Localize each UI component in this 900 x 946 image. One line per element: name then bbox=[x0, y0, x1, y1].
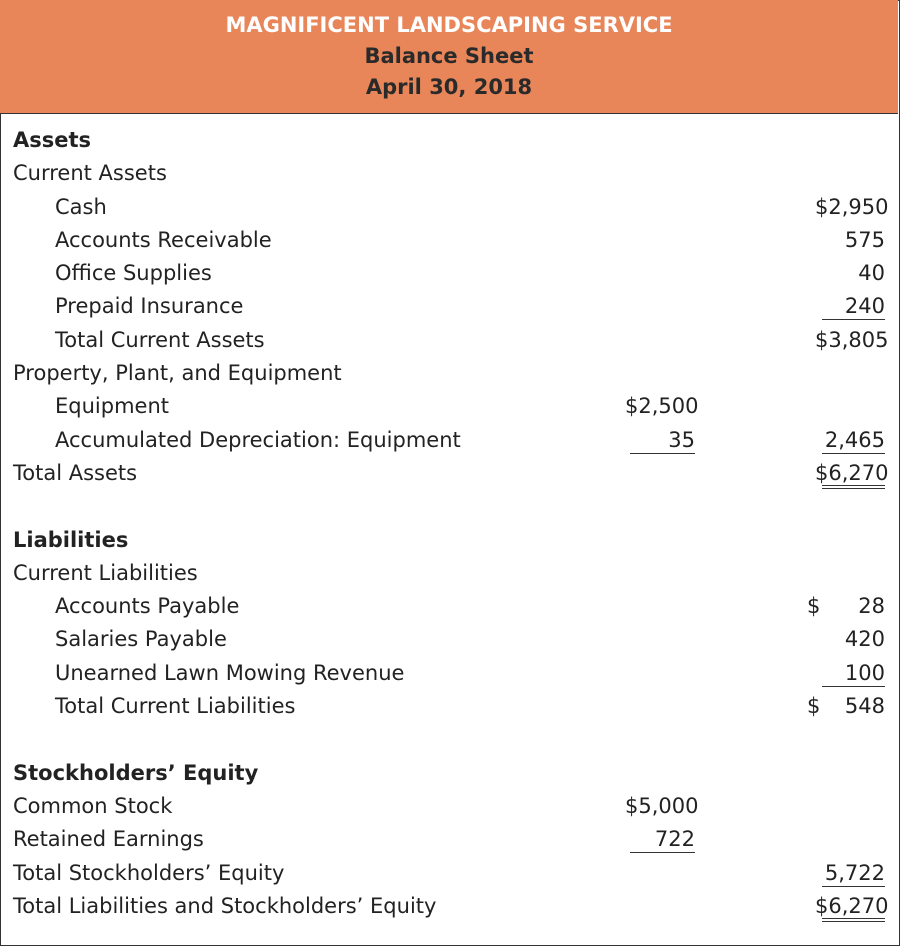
statement-body: Assets Current Assets Cash $2,950 Accounts R… bbox=[0, 124, 898, 923]
amount-column-2: 575 bbox=[844, 227, 885, 252]
dollar-sign: $ bbox=[807, 594, 821, 619]
line-item-row: Retained Earnings 722 bbox=[0, 823, 898, 856]
line-item-label: Property, Plant, and Equipment bbox=[13, 361, 342, 386]
company-name: MAGNIFICENT LANDSCAPING SERVICE bbox=[225, 13, 673, 37]
section-heading-row: Liabilities bbox=[0, 524, 898, 557]
amount-column-1: 722 bbox=[654, 827, 695, 852]
line-item-row: Accounts Payable $28 bbox=[0, 590, 898, 623]
line-item-row: Current Assets bbox=[0, 157, 898, 190]
line-item-label: Assets bbox=[13, 128, 92, 152]
line-item-label: Cash bbox=[55, 194, 107, 219]
line-item-row: Unearned Lawn Mowing Revenue 100 bbox=[0, 657, 898, 690]
line-item-label: Accounts Receivable bbox=[55, 227, 272, 252]
amount-column-2: 548 bbox=[844, 694, 885, 719]
underline bbox=[822, 885, 885, 887]
underline bbox=[630, 452, 695, 454]
line-item-row: Total Assets $6,270 bbox=[0, 457, 898, 490]
amount-column-2: $2,950 bbox=[815, 194, 889, 219]
amount-column-2: 100 bbox=[844, 660, 885, 685]
line-item-row bbox=[0, 723, 898, 756]
double-underline bbox=[822, 917, 885, 922]
line-item-row: Total Stockholders’ Equity 5,722 bbox=[0, 857, 898, 890]
amount-column-1: 35 bbox=[668, 427, 695, 452]
line-item-row: Cash $2,950 bbox=[0, 191, 898, 224]
double-underline bbox=[822, 484, 885, 489]
underline bbox=[822, 319, 885, 321]
line-item-label: Equipment bbox=[55, 394, 169, 419]
line-item-label: Office Supplies bbox=[55, 261, 212, 286]
line-item-row: Equipment $2,500 bbox=[0, 390, 898, 423]
amount-column-2: $3,805 bbox=[815, 327, 889, 352]
amount-column-2: 240 bbox=[844, 294, 885, 319]
underline bbox=[822, 452, 885, 454]
amount-column-2: 40 bbox=[858, 261, 885, 286]
section-heading-row: Assets bbox=[0, 124, 898, 157]
line-item-row: Current Liabilities bbox=[0, 557, 898, 590]
underline bbox=[630, 852, 695, 854]
line-item-label: Stockholders’ Equity bbox=[13, 760, 259, 785]
line-item-label: Total Assets bbox=[13, 460, 138, 485]
amount-column-2: $6,270 bbox=[815, 460, 889, 485]
line-item-row: Prepaid Insurance 240 bbox=[0, 290, 898, 323]
line-item-row: Total Current Assets $3,805 bbox=[0, 324, 898, 357]
amount-column-2: $6,270 bbox=[815, 893, 889, 918]
line-item-label: Total Stockholders’ Equity bbox=[13, 860, 285, 885]
line-item-row: Salaries Payable 420 bbox=[0, 623, 898, 656]
line-item-label: Current Assets bbox=[13, 161, 167, 186]
line-item-label: Liabilities bbox=[13, 527, 129, 552]
underline bbox=[822, 685, 885, 687]
line-item-label: Salaries Payable bbox=[55, 627, 227, 652]
line-item-row bbox=[0, 490, 898, 523]
line-item-label: Retained Earnings bbox=[13, 827, 204, 852]
line-item-label: Accumulated Depreciation: Equipment bbox=[55, 427, 461, 452]
statement-date: April 30, 2018 bbox=[365, 75, 533, 99]
line-item-label: Prepaid Insurance bbox=[55, 294, 244, 319]
amount-column-2: 2,465 bbox=[824, 427, 885, 452]
amount-column-2: 28 bbox=[858, 594, 885, 619]
line-item-label: Accounts Payable bbox=[55, 594, 240, 619]
line-item-label: Total Liabilities and Stockholders’ Equi… bbox=[13, 893, 437, 918]
dollar-sign: $ bbox=[807, 694, 821, 719]
line-item-label: Current Liabilities bbox=[13, 560, 198, 585]
line-item-label: Total Current Assets bbox=[55, 327, 265, 352]
line-item-row: Total Current Liabilities $548 bbox=[0, 690, 898, 723]
line-item-row: Office Supplies 40 bbox=[0, 257, 898, 290]
line-item-label: Common Stock bbox=[13, 793, 173, 818]
statement-title: Balance Sheet bbox=[364, 44, 534, 68]
line-item-row: Common Stock $5,000 bbox=[0, 790, 898, 823]
amount-column-2: 420 bbox=[844, 627, 885, 652]
line-item-row: Accounts Receivable 575 bbox=[0, 224, 898, 257]
line-item-label: Unearned Lawn Mowing Revenue bbox=[55, 660, 405, 685]
amount-column-1: $5,000 bbox=[625, 793, 699, 818]
line-item-row: Property, Plant, and Equipment bbox=[0, 357, 898, 390]
line-item-label: Total Current Liabilities bbox=[55, 694, 296, 719]
section-heading-row: Stockholders’ Equity bbox=[0, 757, 898, 790]
line-item-row: Total Liabilities and Stockholders’ Equi… bbox=[0, 890, 898, 923]
line-item-row: Accumulated Depreciation: Equipment 35 2,4… bbox=[0, 424, 898, 457]
statement-header: MAGNIFICENT LANDSCAPING SERVICE Balance … bbox=[0, 0, 898, 114]
amount-column-1: $2,500 bbox=[625, 394, 699, 419]
amount-column-2: 5,722 bbox=[824, 860, 885, 885]
